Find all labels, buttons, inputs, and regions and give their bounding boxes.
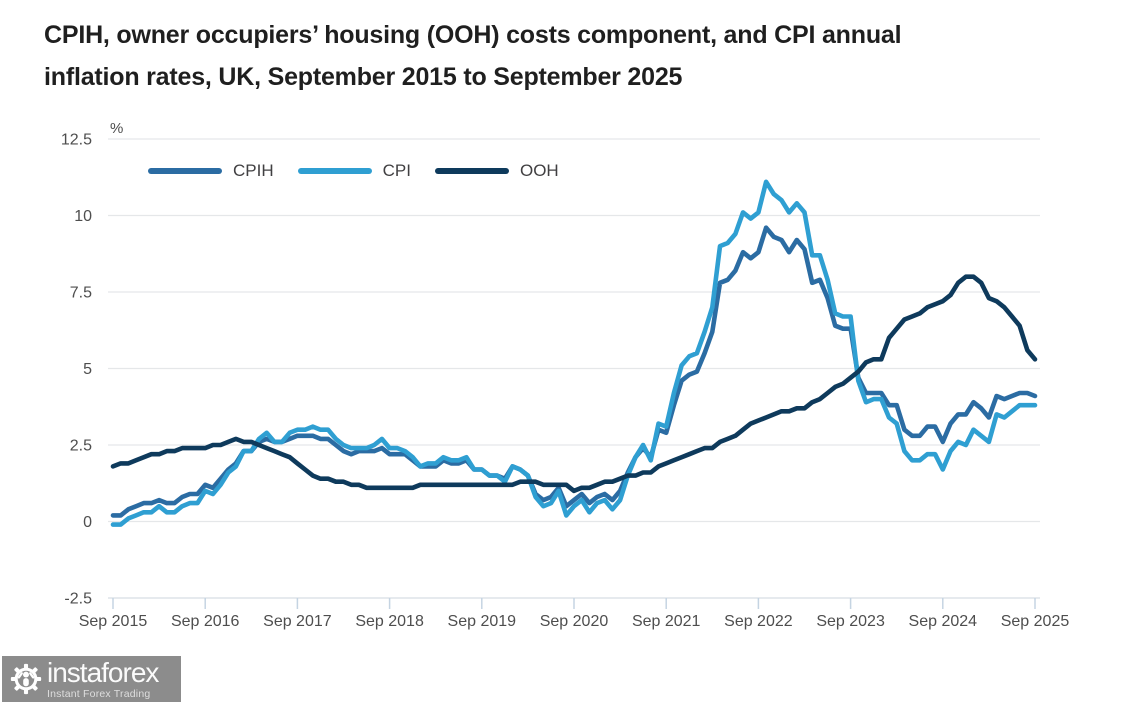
legend-label-cpi: CPI	[382, 161, 411, 180]
x-tick-label: Sep 2017	[263, 613, 332, 630]
x-tick-label: Sep 2021	[632, 613, 701, 630]
x-tick-label: Sep 2019	[448, 613, 517, 630]
legend-swatch-cpih	[148, 168, 222, 174]
y-axis-unit-label: %	[110, 120, 123, 137]
x-tick-label: Sep 2022	[724, 613, 793, 630]
instaforex-gear-person-icon	[10, 663, 42, 695]
instaforex-watermark: instaforex Instant Forex Trading	[2, 656, 181, 702]
watermark-tagline: Instant Forex Trading	[47, 687, 151, 700]
legend-item-ooh: OOH	[434, 161, 559, 181]
legend: CPIH CPI OOH	[148, 161, 559, 181]
x-tick-label: Sep 2018	[355, 613, 424, 630]
x-tick-label: Sep 2016	[171, 613, 240, 630]
legend-label-ooh: OOH	[519, 161, 559, 180]
y-tick-label: 0	[83, 514, 92, 531]
legend-label-cpih: CPIH	[233, 161, 274, 180]
series-line-cpi	[110, 179, 1038, 527]
series-line-cpih	[110, 225, 1038, 518]
legend-item-cpi: CPI	[297, 161, 411, 181]
x-tick-label: Sep 2023	[816, 613, 885, 630]
y-tick-label: 5	[83, 361, 92, 378]
legend-swatch-cpi	[297, 168, 372, 174]
y-tick-label: 7.5	[70, 285, 92, 302]
y-tick-label: 10	[74, 208, 92, 225]
x-tick-label: Sep 2015	[79, 613, 148, 630]
chart-title: CPIH, owner occupiers’ housing (OOH) cos…	[44, 14, 902, 98]
y-tick-label: 2.5	[70, 438, 92, 455]
x-tick-label: Sep 2025	[1001, 613, 1070, 630]
watermark-brand: instaforex	[47, 656, 159, 688]
series-line-ooh	[110, 274, 1038, 494]
x-tick-label: Sep 2020	[540, 613, 609, 630]
legend-item-cpih: CPIH	[148, 161, 274, 181]
y-tick-label: 12.5	[61, 132, 92, 149]
legend-swatch-ooh	[434, 168, 509, 174]
y-tick-label: -2.5	[64, 591, 92, 608]
chart-title-line2: inflation rates, UK, September 2015 to S…	[44, 63, 683, 91]
x-tick-label: Sep 2024	[909, 613, 978, 630]
chart-title-line1: CPIH, owner occupiers’ housing (OOH) cos…	[44, 21, 902, 49]
